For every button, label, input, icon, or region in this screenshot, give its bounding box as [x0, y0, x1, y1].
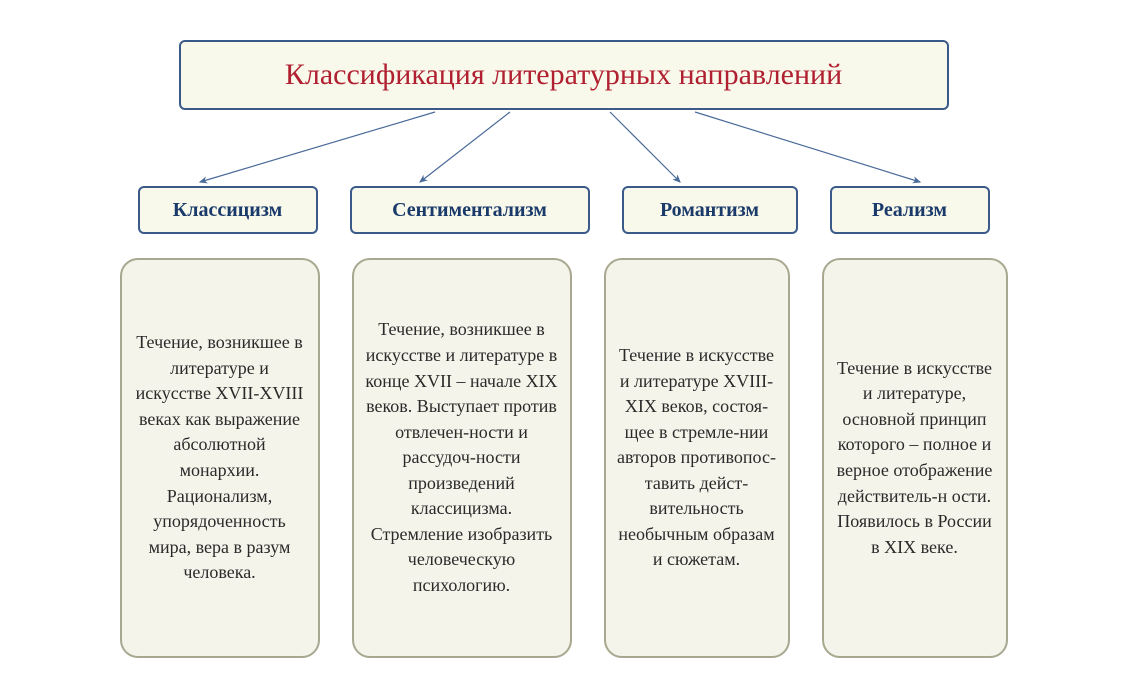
category-classicism: Классицизм: [138, 186, 318, 234]
description-romanticism: Течение в искусстве и литературе XVIII-X…: [604, 258, 790, 658]
category-romanticism: Романтизм: [622, 186, 798, 234]
description-realism: Течение в искусстве и литературе, основн…: [822, 258, 1008, 658]
category-row: Классицизм Сентиментализм Романтизм Реал…: [0, 186, 1127, 234]
description-row: Течение, возникшее в литературе и искусс…: [0, 258, 1127, 658]
category-label: Реализм: [872, 199, 947, 222]
category-label: Романтизм: [660, 199, 759, 222]
title-text: Классификация литературных направлений: [285, 58, 842, 92]
arrow-line: [695, 112, 920, 182]
description-sentimentalism: Течение, возникшее в искусстве и литерат…: [352, 258, 572, 658]
category-realism: Реализм: [830, 186, 990, 234]
description-text: Течение в искусстве и литературе XVIII-X…: [616, 343, 778, 573]
title-box: Классификация литературных направлений: [179, 40, 949, 110]
arrow-line: [200, 112, 435, 182]
description-text: Течение, возникшее в искусстве и литерат…: [364, 317, 560, 598]
description-text: Течение в искусстве и литературе, основн…: [834, 356, 996, 560]
diagram-container: Классификация литературных направлений К…: [0, 0, 1127, 695]
arrow-line: [420, 112, 510, 182]
arrow-line: [610, 112, 680, 182]
category-label: Сентиментализм: [392, 199, 547, 222]
description-classicism: Течение, возникшее в литературе и искусс…: [120, 258, 320, 658]
category-label: Классицизм: [173, 199, 282, 222]
description-text: Течение, возникшее в литературе и искусс…: [132, 330, 308, 585]
category-sentimentalism: Сентиментализм: [350, 186, 590, 234]
